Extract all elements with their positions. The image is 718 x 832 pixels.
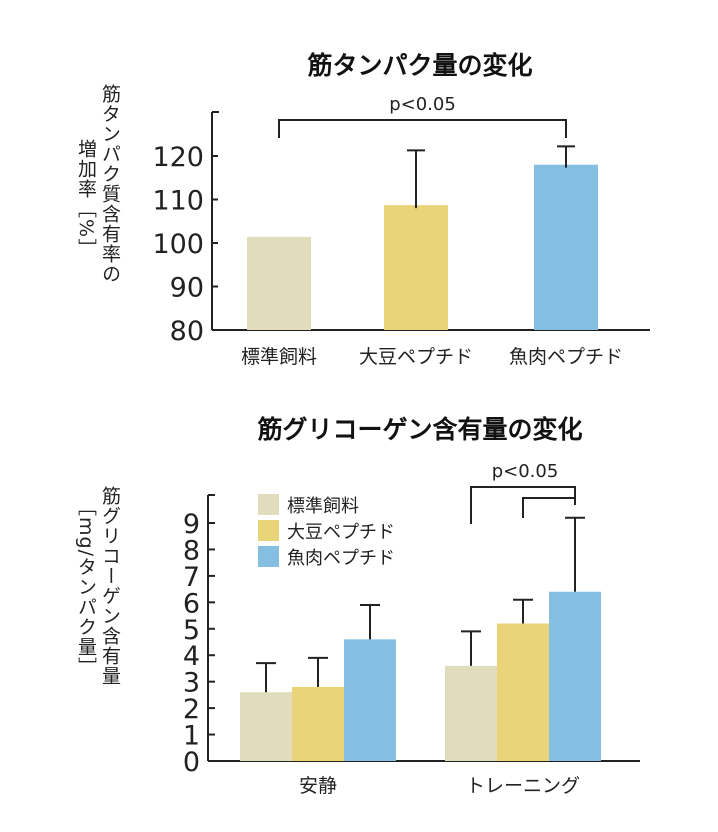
chart2-ytick-label: 2 [183, 694, 200, 725]
chart2-ytick-label: 1 [183, 721, 200, 752]
chart2-legend-swatch [258, 520, 279, 541]
chart2-category-label: トレーニング [466, 775, 580, 797]
chart2-ytick-label: 4 [183, 641, 200, 672]
chart1-significance-bracket [278, 119, 567, 138]
chart2-bar [445, 665, 497, 761]
chart2-bar [344, 639, 396, 761]
chart1-significance-label: p<0.05 [389, 94, 456, 115]
chart2-significance-bracket-outer [470, 486, 576, 524]
chart2-ylabel-line2: ［mg/タンパク量］ [75, 497, 97, 677]
chart2-category-label: 安静 [299, 775, 337, 797]
chart1-title: 筋タンパク量の変化 [307, 51, 533, 80]
chart2-bar [549, 591, 601, 761]
chart2-ytick-label: 5 [183, 615, 200, 646]
chart1-category-label: 大豆ペプチド [359, 346, 473, 368]
chart1-bar [534, 164, 598, 330]
chart2-ytick-label: 8 [183, 535, 200, 566]
chart1-bar [384, 205, 448, 330]
chart2-significance-label: p<0.05 [492, 461, 559, 482]
chart1-bar [247, 236, 311, 330]
chart1-ylabel-line1: 筋タンパク質含有率の [99, 84, 121, 284]
chart1-ytick-label: 80 [170, 316, 204, 347]
chart2-legend-swatch [258, 494, 279, 515]
chart2-legend-swatch [258, 546, 279, 567]
chart2-significance-bracket-inner [522, 497, 575, 518]
chart1-category-label: 標準飼料 [241, 346, 317, 368]
chart1-category-label: 魚肉ペプチド [509, 346, 623, 368]
chart2-title: 筋グリコーゲン含有量の変化 [257, 415, 583, 444]
chart1-ytick-label: 120 [152, 142, 204, 173]
chart1-ytick-label: 90 [170, 273, 204, 304]
chart2-ytick-label: 3 [183, 668, 200, 699]
chart1-ytick-label: 100 [152, 229, 204, 260]
chart2-legend-label: 大豆ペプチド [287, 522, 395, 543]
chart2-ytick-label: 0 [183, 747, 200, 778]
chart2-ytick-label: 7 [183, 562, 200, 593]
chart1-ytick-label: 110 [152, 186, 204, 217]
chart2-bar [292, 686, 344, 761]
chart2-ytick-label: 6 [183, 588, 200, 619]
chart2-legend-label: 標準飼料 [287, 496, 359, 517]
chart1-ylabel-line2: 増加率［%］ [75, 139, 97, 259]
chart2-legend-label: 魚肉ペプチド [287, 548, 395, 569]
chart2-ytick-label: 9 [183, 509, 200, 540]
chart2-bar [497, 623, 549, 761]
chart2-bar [240, 692, 292, 761]
chart2-ylabel-line1: 筋グリコーゲン含有量 [99, 486, 121, 686]
